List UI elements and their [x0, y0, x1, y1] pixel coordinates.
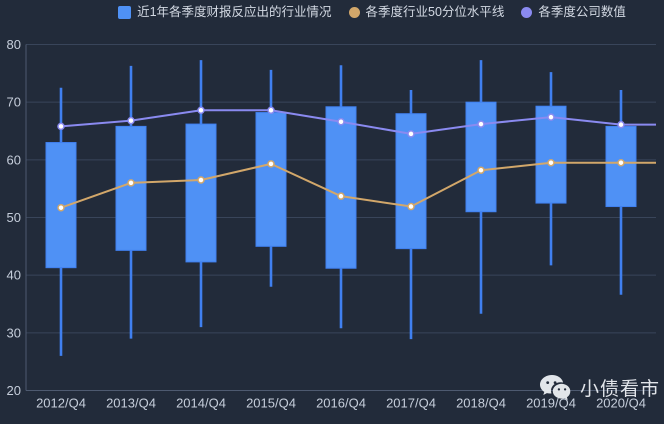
- percentile-line-marker: [127, 179, 135, 187]
- y-axis-tick-label: 60: [7, 152, 21, 167]
- company-series-marker-icon: [521, 6, 533, 18]
- y-axis-tick-label: 30: [7, 325, 21, 340]
- company-line-marker: [267, 106, 275, 114]
- x-axis-tick-label: 2020/Q4: [596, 396, 646, 411]
- y-axis-tick-label: 20: [7, 383, 21, 398]
- legend-item-label: 各季度公司数值: [538, 5, 626, 19]
- percentile-line-marker: [617, 158, 625, 167]
- company-line-marker: [57, 122, 65, 131]
- company-line-marker: [477, 120, 485, 128]
- legend-item-label: 近1年各季度财报反应出的行业情况: [137, 5, 332, 19]
- candle-box: [185, 123, 217, 263]
- percentile-line-marker: [477, 166, 485, 174]
- x-axis-tick-label: 2015/Q4: [246, 396, 296, 411]
- percentile-series-marker-icon: [348, 6, 360, 18]
- watermark: 小债看市: [539, 374, 660, 401]
- percentile-line-marker: [547, 158, 555, 167]
- legend-item-company-value-line[interactable]: 各季度公司数值: [521, 5, 626, 19]
- company-line-marker: [407, 130, 415, 138]
- percentile-line-marker: [197, 176, 205, 184]
- company-line-marker: [337, 118, 345, 126]
- x-axis-tick-label: 2012/Q4: [36, 396, 86, 411]
- x-axis-tick-label: 2016/Q4: [316, 396, 366, 411]
- y-axis-tick-label: 70: [7, 95, 21, 110]
- company-line-marker: [617, 120, 625, 129]
- y-axis-tick-label: 40: [7, 268, 21, 283]
- legend: 近1年各季度财报反应出的行业情况 各季度行业50分位水平线 各季度公司数值: [0, 5, 664, 19]
- percentile-line: [60, 161, 656, 209]
- candle-box: [535, 105, 567, 204]
- percentile-line-marker: [57, 203, 65, 212]
- company-line-marker: [547, 113, 555, 121]
- candle-box: [325, 106, 357, 269]
- wechat-icon: [539, 375, 571, 400]
- legend-item-industry-candlestick[interactable]: 近1年各季度财报反应出的行业情况: [118, 5, 332, 19]
- candlestick-series-marker-icon: [118, 5, 132, 19]
- x-axis-tick-label: 2017/Q4: [386, 396, 436, 411]
- legend-item-label: 各季度行业50分位水平线: [365, 5, 505, 19]
- candle-box: [465, 101, 497, 213]
- percentile-line-marker: [337, 192, 345, 200]
- x-axis-tick-label: 2014/Q4: [176, 396, 226, 411]
- x-axis-tick-label: 2013/Q4: [106, 396, 156, 411]
- y-axis-tick-label: 50: [7, 210, 21, 225]
- candle-box: [115, 125, 147, 251]
- y-axis-tick-label: 80: [7, 37, 21, 52]
- company-line: [60, 109, 656, 135]
- company-line-marker: [197, 106, 205, 114]
- legend-item-50th-percentile-line[interactable]: 各季度行业50分位水平线: [348, 5, 505, 19]
- percentile-line-marker: [267, 160, 275, 168]
- x-axis-tick-label: 2019/Q4: [526, 396, 576, 411]
- candle-box: [255, 112, 287, 247]
- watermark-text: 小债看市: [579, 379, 660, 400]
- x-axis-tick-label: 2018/Q4: [456, 396, 506, 411]
- company-line-marker: [127, 116, 135, 125]
- percentile-line-marker: [407, 202, 415, 211]
